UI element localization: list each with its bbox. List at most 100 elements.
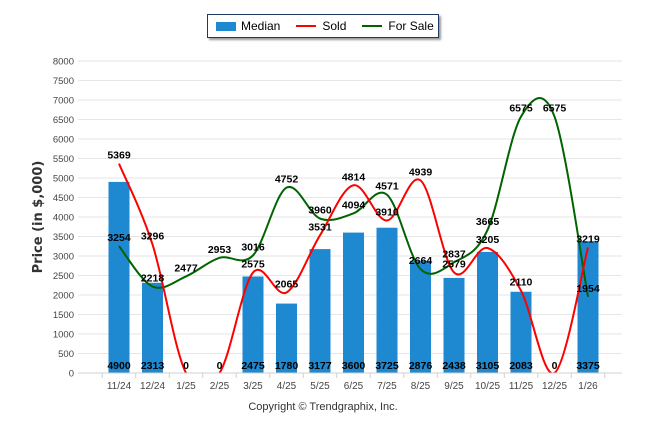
y-tick-label: 500	[58, 349, 74, 360]
y-tick-label: 6000	[53, 135, 74, 146]
x-tick-label: 1/26	[578, 381, 598, 392]
sold-data-label: 4814	[342, 171, 366, 183]
median-bar	[510, 291, 532, 373]
median-data-label: 0	[552, 360, 558, 372]
legend-item-sold: Sold	[296, 19, 346, 33]
median-bar	[376, 227, 398, 373]
for-sale-line	[118, 97, 589, 297]
sold-data-label: 3296	[141, 230, 165, 242]
x-tick-label: 3/25	[243, 381, 263, 392]
legend-item-for-sale: For Sale	[362, 19, 434, 33]
y-tick-label: 5000	[53, 174, 74, 185]
y-tick-label: 1000	[53, 330, 74, 341]
y-tick-label: 2500	[53, 271, 74, 282]
y-tick-label: 7000	[53, 96, 74, 107]
x-tick-label: 9/25	[444, 381, 464, 392]
x-tick-label: 11/25	[509, 381, 534, 392]
x-tick-label: 12/25	[542, 381, 567, 392]
y-tick-label: 2000	[53, 291, 74, 302]
data-labels: 4900 2313 0 0 2475 1780 3177 3600 3725 2876 2438 31…	[107, 103, 600, 372]
median-data-label: 3375	[576, 360, 600, 372]
median-bar	[276, 303, 297, 373]
median-bars	[108, 181, 599, 373]
chart-legend: Median Sold For Sale	[207, 14, 439, 38]
median-data-label: 4900	[107, 360, 131, 372]
y-axis-ticks: 0 500 1000 1500 2000 2500 3000 3500 4000 4500 5000…	[53, 57, 74, 380]
median-bar	[242, 276, 264, 373]
sold-data-label: 3910	[375, 207, 399, 219]
median-data-label: 2876	[409, 360, 433, 372]
median-bar	[577, 241, 599, 373]
y-tick-label: 6500	[53, 115, 74, 126]
sold-data-label: 2575	[241, 259, 265, 271]
sold-data-label: 2579	[442, 258, 466, 270]
for-sale-data-label: 6575	[543, 103, 567, 115]
x-tick-label: 12/24	[140, 381, 165, 392]
x-tick-label: 4/25	[277, 381, 297, 392]
y-tick-label: 4000	[53, 213, 74, 224]
y-tick-label: 3500	[53, 232, 74, 243]
median-data-label: 2475	[241, 360, 265, 372]
median-data-label: 1780	[275, 360, 299, 372]
x-tick-label: 5/25	[310, 381, 330, 392]
median-data-label: 2083	[509, 360, 533, 372]
median-bar	[309, 249, 331, 373]
median-bar	[343, 232, 364, 373]
y-tick-label: 4500	[53, 193, 74, 204]
legend-item-median: Median	[216, 19, 280, 33]
x-tick-label: 2/25	[210, 381, 230, 392]
y-tick-label: 1500	[53, 310, 74, 321]
median-data-label: 2313	[141, 360, 165, 372]
median-bar	[410, 260, 431, 373]
sold-data-label: 2065	[275, 278, 299, 290]
legend-swatch-for-sale	[362, 25, 383, 27]
for-sale-data-label: 4094	[342, 199, 366, 211]
x-tick-label: 10/25	[475, 381, 500, 392]
for-sale-data-label: 2477	[174, 262, 198, 274]
sold-data-label: 2110	[510, 277, 533, 289]
for-sale-data-label: 3016	[241, 241, 265, 253]
series-lines	[118, 97, 589, 373]
legend-label-for-sale: For Sale	[388, 19, 434, 33]
y-axis-label: Price (in $,000)	[31, 161, 46, 274]
median-data-label: 0	[183, 360, 189, 372]
sold-data-label: 4939	[409, 166, 433, 178]
for-sale-data-label: 3960	[308, 205, 332, 217]
sold-data-label: 5369	[107, 150, 131, 162]
median-data-label: 2438	[442, 360, 466, 372]
for-sale-data-label: 2837	[442, 248, 466, 260]
x-tick-label: 8/25	[411, 381, 431, 392]
for-sale-data-label: 4752	[275, 174, 299, 186]
legend-label-median: Median	[241, 19, 281, 33]
median-bar	[108, 181, 130, 373]
sold-data-label: 3219	[576, 233, 600, 245]
x-tick-label: 7/25	[377, 381, 397, 392]
x-tick-label: 11/24	[107, 381, 132, 392]
for-sale-data-label: 4571	[375, 181, 399, 193]
median-data-label: 3725	[375, 360, 399, 372]
for-sale-data-label: 2664	[409, 255, 433, 267]
y-tick-label: 0	[69, 369, 74, 380]
for-sale-data-label: 2218	[141, 272, 165, 284]
median-data-label: 3600	[342, 360, 366, 372]
median-bar	[477, 251, 498, 373]
sold-data-label: 3205	[476, 234, 500, 246]
for-sale-data-label: 3665	[476, 216, 500, 228]
y-tick-label: 8000	[53, 57, 74, 68]
y-tick-label: 5500	[53, 154, 74, 165]
for-sale-data-label: 6575	[509, 103, 533, 115]
x-tick-label: 6/25	[344, 381, 364, 392]
median-bar	[443, 277, 465, 373]
sold-line	[118, 163, 589, 373]
for-sale-data-label: 3254	[107, 232, 131, 244]
x-axis-ticks: 11/24 12/24 1/25 2/25 3/25 4/25 5/25 6/25 7/25 8/…	[78, 372, 622, 392]
y-tick-label: 7500	[53, 76, 74, 87]
copyright-notice: Copyright © Trendgraphix, Inc.	[248, 401, 398, 413]
for-sale-data-label: 1954	[576, 283, 600, 295]
sold-data-label: 3531	[308, 221, 332, 233]
y-tick-label: 3000	[53, 252, 74, 263]
x-tick-label: 1/25	[176, 381, 196, 392]
median-data-label: 3105	[476, 360, 500, 372]
legend-label-sold: Sold	[322, 19, 347, 33]
